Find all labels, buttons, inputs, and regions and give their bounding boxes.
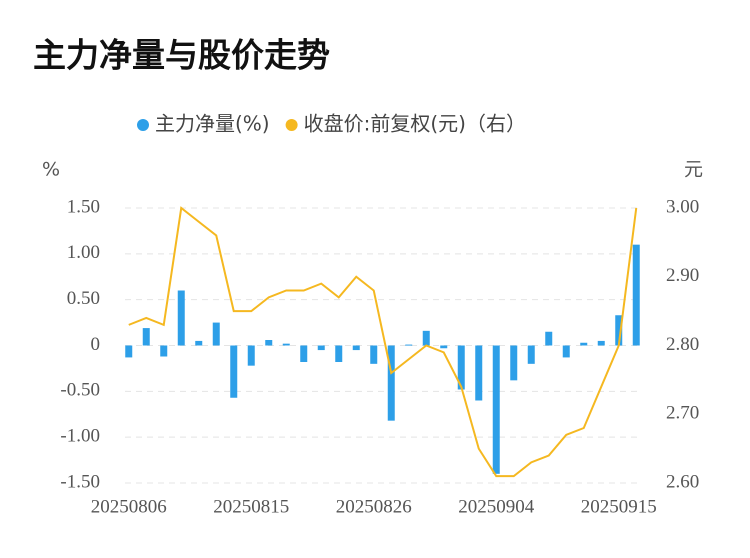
bar — [510, 345, 518, 381]
y2-tick-label: 2.90 — [666, 265, 699, 286]
bar — [142, 328, 150, 346]
legend-label: 收盘价:前复权(元)（右） — [304, 112, 526, 136]
bar — [352, 345, 360, 351]
bar — [527, 345, 535, 364]
legend-marker — [137, 119, 149, 131]
x-tick-label: 20250806 — [91, 496, 167, 517]
bar — [545, 331, 553, 346]
bar — [125, 345, 133, 358]
bar — [440, 345, 448, 349]
bar — [265, 340, 273, 346]
y-tick-label: 1.00 — [67, 242, 100, 263]
bar — [562, 345, 570, 358]
legend-label: 主力净量(%) — [155, 112, 270, 136]
bar — [212, 322, 220, 346]
y-tick-label: -1.50 — [60, 471, 100, 492]
x-tick-label: 20250915 — [581, 496, 657, 517]
y2-axis-label: 元 — [684, 159, 703, 181]
bar — [580, 342, 588, 346]
y-tick-label: 0.50 — [67, 288, 100, 309]
y-tick-label: -0.50 — [60, 380, 100, 401]
y2-tick-label: 2.60 — [666, 471, 699, 492]
y2-tick-label: 2.70 — [666, 403, 699, 424]
x-tick-label: 20250904 — [458, 496, 535, 517]
bar — [247, 345, 255, 366]
bar — [335, 345, 343, 362]
bar — [457, 345, 465, 390]
bar — [615, 315, 623, 346]
bar — [230, 345, 238, 398]
bar — [370, 345, 378, 364]
chart-title: 主力净量与股价走势 — [33, 36, 330, 75]
price-line — [128, 206, 638, 478]
y-tick-label: -1.00 — [60, 426, 100, 447]
x-tick-label: 20250815 — [213, 496, 289, 517]
bar — [282, 343, 290, 346]
y-tick-label: 1.50 — [67, 196, 100, 217]
bar — [475, 345, 483, 401]
bar — [597, 340, 605, 346]
bar — [300, 345, 308, 362]
y-tick-label: 0 — [91, 334, 101, 355]
bar — [160, 345, 168, 357]
bar — [177, 290, 185, 346]
bar — [632, 244, 640, 346]
bar — [492, 345, 500, 474]
bar — [195, 340, 203, 346]
y2-tick-label: 2.80 — [666, 334, 699, 355]
bar — [422, 330, 430, 346]
bar — [405, 344, 413, 346]
bar — [387, 345, 395, 421]
bar — [317, 345, 325, 351]
y2-tick-label: 3.00 — [666, 196, 699, 217]
x-tick-label: 20250826 — [336, 496, 412, 517]
legend-marker — [285, 119, 298, 131]
y-axis-label: % — [42, 159, 60, 181]
